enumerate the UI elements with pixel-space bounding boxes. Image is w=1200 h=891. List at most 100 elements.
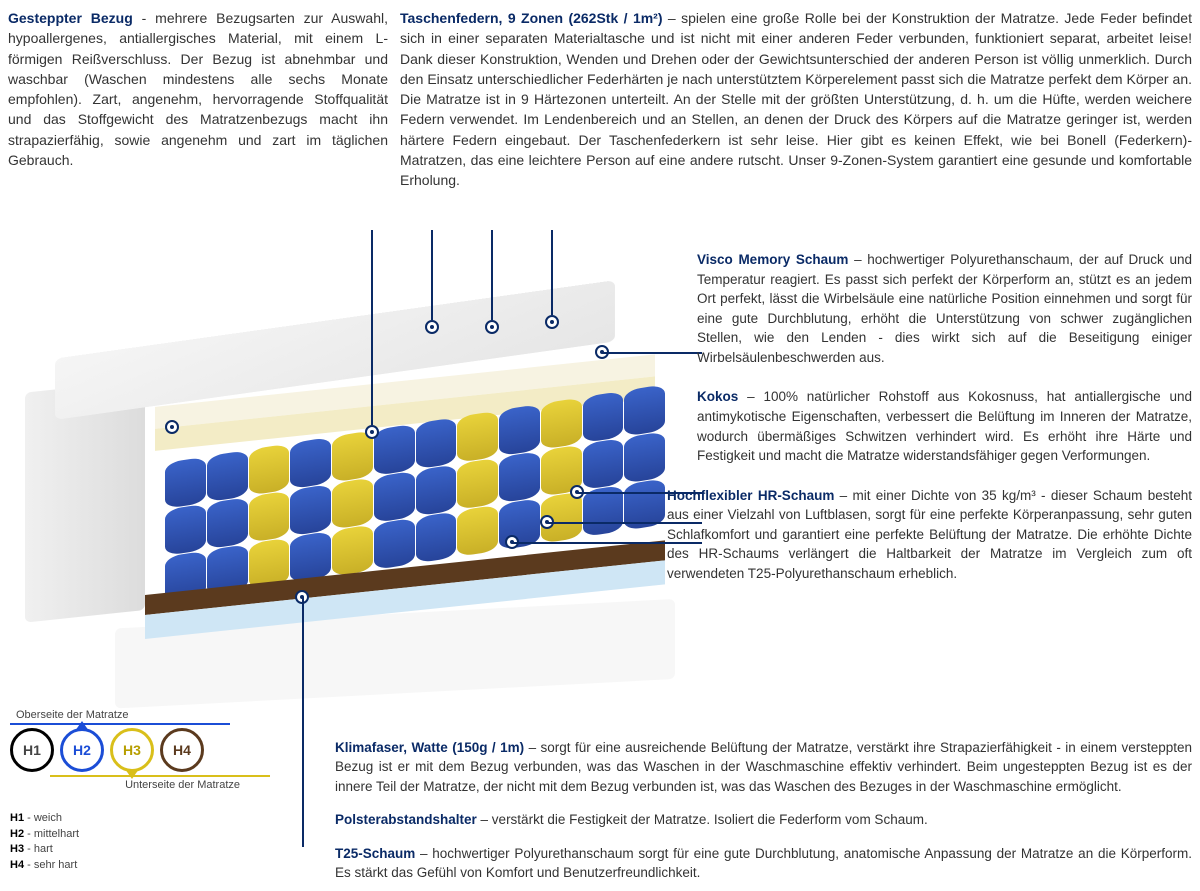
desc-hr: Hochflexibler HR-Schaum – mit einer Dich… <box>667 486 1192 584</box>
pocket-spring <box>416 511 457 563</box>
layer-descriptions-right: Visco Memory Schaum – hochwertiger Polyu… <box>697 250 1192 603</box>
pocket-spring <box>374 424 415 476</box>
hardness-def-val: - mittelhart <box>24 828 79 840</box>
spring-column <box>416 417 457 563</box>
pocket-spring <box>457 411 498 463</box>
leader-line <box>371 230 373 425</box>
pocket-spring <box>249 443 290 495</box>
hardness-def-key: H3 <box>10 843 24 855</box>
intro-cover: Gesteppter Bezug - mehrere Bezugsarten z… <box>8 8 388 222</box>
mattress-cutaway-illustration <box>15 250 685 670</box>
callout-dot-top1 <box>425 320 439 334</box>
pocket-spring <box>165 457 206 509</box>
pocket-spring <box>332 430 373 482</box>
hardness-def: H4 - sehr hart <box>10 858 270 873</box>
intro-springs: Taschenfedern, 9 Zonen (262Stk / 1m²) – … <box>400 8 1192 222</box>
pocket-spring <box>624 431 665 483</box>
intro-columns: Gesteppter Bezug - mehrere Bezugsarten z… <box>0 0 1200 230</box>
intro-cover-title: Gesteppter Bezug <box>8 10 133 26</box>
pocket-spring <box>290 484 331 536</box>
pocket-spring <box>457 505 498 557</box>
pocket-spring <box>332 477 373 529</box>
hardness-def-val: - hart <box>24 843 53 855</box>
desc-visco-title: Visco Memory Schaum <box>697 252 848 267</box>
layer-cover-side <box>25 380 145 623</box>
legend-ring-row: H1H2H3H4 <box>10 725 270 775</box>
pocket-spring <box>416 417 457 469</box>
desc-polster-title: Polsterabstandshalter <box>335 812 477 827</box>
hardness-def-key: H4 <box>10 859 24 871</box>
legend-top-label: Oberseite der Matratze <box>16 709 270 721</box>
legend-definitions: H1 - weichH2 - mittelhartH3 - hartH4 - s… <box>10 811 270 873</box>
desc-klima: Klimafaser, Watte (150g / 1m) – sorgt fü… <box>335 738 1192 797</box>
hardness-def: H2 - mittelhart <box>10 827 270 842</box>
spring-column <box>624 384 665 530</box>
hardness-def-val: - sehr hart <box>24 859 77 871</box>
hardness-legend: Oberseite der Matratze H1H2H3H4 Untersei… <box>10 709 270 873</box>
desc-t25-title: T25-Schaum <box>335 846 415 861</box>
mattress-shape <box>15 276 655 663</box>
intro-springs-text: – spielen eine große Rolle bei der Konst… <box>400 10 1192 188</box>
spring-column <box>583 391 624 537</box>
pocket-spring <box>416 464 457 516</box>
leader-line <box>551 230 553 315</box>
hardness-def-key: H2 <box>10 828 24 840</box>
spring-column <box>207 450 248 596</box>
callout-dot-top2 <box>485 320 499 334</box>
desc-visco: Visco Memory Schaum – hochwertiger Polyu… <box>697 250 1192 367</box>
spring-column <box>457 411 498 557</box>
legend-line-bot <box>50 775 270 777</box>
pocket-spring <box>499 451 540 503</box>
pocket-spring <box>374 518 415 570</box>
pocket-spring <box>249 490 290 542</box>
desc-kokos: Kokos – 100% natürlicher Rohstoff aus Ko… <box>697 387 1192 465</box>
hardness-def-val: - weich <box>24 812 62 824</box>
pocket-spring <box>457 458 498 510</box>
hardness-ring-h4: H4 <box>160 728 204 772</box>
desc-polster: Polsterabstandshalter – verstärkt die Fe… <box>335 810 1192 830</box>
spring-column <box>290 437 331 583</box>
desc-klima-title: Klimafaser, Watte (150g / 1m) <box>335 740 524 755</box>
hardness-def-key: H1 <box>10 812 24 824</box>
intro-springs-title: Taschenfedern, 9 Zonen (262Stk / 1m²) <box>400 10 663 26</box>
arrow-up-icon <box>75 721 89 731</box>
legend-line-top <box>10 723 230 725</box>
leader-line <box>302 597 304 847</box>
leader-line <box>602 352 702 354</box>
pocket-spring <box>583 438 624 490</box>
spring-column <box>165 457 206 603</box>
hardness-ring-h1: H1 <box>10 728 54 772</box>
callout-dot-visco <box>545 315 559 329</box>
pocket-spring <box>165 504 206 556</box>
callout-dot-springs <box>365 425 379 439</box>
desc-kokos-title: Kokos <box>697 389 738 404</box>
pocket-spring <box>207 497 248 549</box>
hardness-def: H3 - hart <box>10 842 270 857</box>
pocket-spring <box>499 404 540 456</box>
spring-column <box>499 404 540 550</box>
desc-t25-text: – hochwertiger Polyurethanschaum sorgt f… <box>335 846 1192 881</box>
hardness-ring-h3: H3 <box>110 728 154 772</box>
intro-cover-text: - mehrere Bezugsarten zur Auswahl, hypoa… <box>8 10 388 168</box>
desc-hr-title: Hochflexibler HR-Schaum <box>667 488 834 503</box>
legend-bot-label: Unterseite der Matratze <box>10 779 240 791</box>
desc-kokos-text: – 100% natürlicher Rohstoff aus Kokosnus… <box>697 389 1192 463</box>
pocket-spring <box>624 384 665 436</box>
layer-descriptions-bottom: Klimafaser, Watte (150g / 1m) – sorgt fü… <box>335 724 1192 883</box>
spring-column <box>332 430 373 576</box>
leader-line <box>491 230 493 320</box>
arrow-down-icon <box>125 769 139 779</box>
pocket-spring <box>332 524 373 576</box>
callout-dot-cover <box>165 420 179 434</box>
hardness-def: H1 - weich <box>10 811 270 826</box>
desc-t25: T25-Schaum – hochwertiger Polyurethansch… <box>335 844 1192 883</box>
pocket-spring <box>374 471 415 523</box>
desc-visco-text: – hochwertiger Polyurethanschaum, der au… <box>697 252 1192 365</box>
pocket-spring <box>207 450 248 502</box>
spring-column <box>249 443 290 589</box>
leader-line <box>431 230 433 320</box>
pocket-spring <box>541 397 582 449</box>
spring-column <box>374 424 415 570</box>
pocket-spring <box>583 391 624 443</box>
desc-polster-text: – verstärkt die Festigkeit der Matratze.… <box>477 812 928 827</box>
